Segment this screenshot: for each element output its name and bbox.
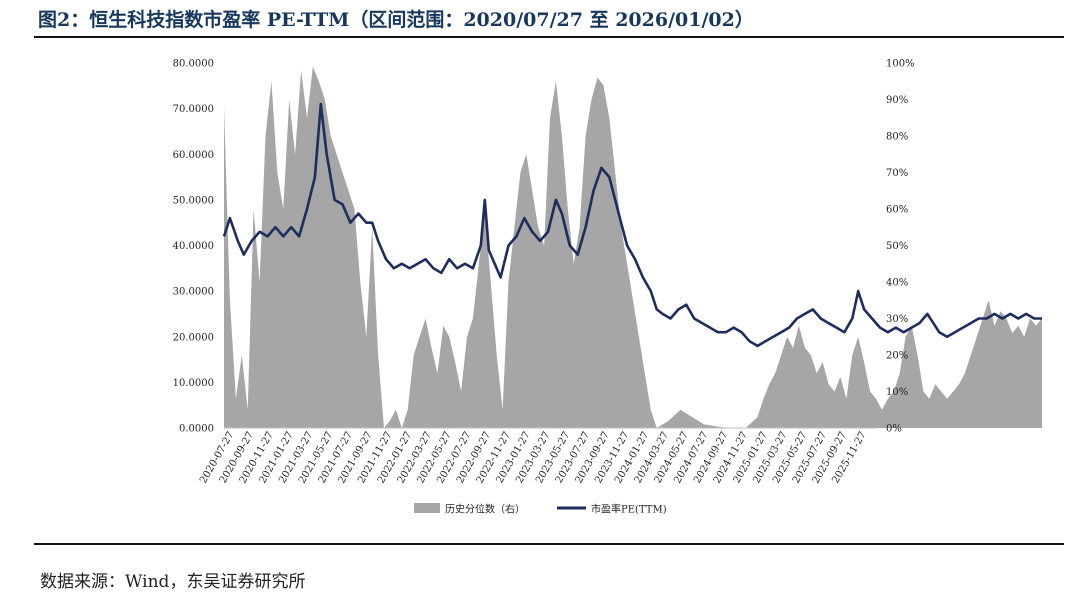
right-tick-label: 30% (886, 314, 908, 325)
figure-title: 图2：恒生科技指数市盈率 PE-TTM（区间范围：2020/07/27 至 20… (38, 9, 754, 31)
left-tick-label: 30.0000 (173, 287, 214, 298)
footer-rule (34, 543, 1064, 545)
left-tick-label: 0.0000 (179, 424, 214, 435)
percentile-area (224, 66, 1042, 428)
right-tick-label: 60% (886, 205, 908, 216)
left-tick-label: 60.0000 (173, 150, 214, 161)
legend-swatch-percentile (414, 503, 440, 513)
right-tick-label: 80% (886, 132, 908, 143)
title-rule (34, 36, 1064, 38)
right-tick-label: 20% (886, 351, 908, 362)
pe-line-layer (222, 102, 1042, 348)
left-tick-label: 80.0000 (173, 59, 214, 70)
left-tick-label: 10.0000 (173, 378, 214, 389)
right-tick-label: 50% (886, 241, 908, 252)
data-source: 数据来源：Wind，东吴证券研究所 (40, 572, 306, 592)
left-tick-label: 20.0000 (173, 332, 214, 343)
right-tick-label: 10% (886, 387, 908, 398)
percentile-area-layer (224, 66, 1042, 428)
left-tick-label: 50.0000 (173, 195, 214, 206)
right-tick-label: 40% (886, 278, 908, 289)
right-tick-label: 0% (886, 424, 902, 435)
left-tick-label: 70.0000 (173, 104, 214, 115)
right-tick-label: 90% (886, 95, 908, 106)
pe-ttm-line (222, 102, 1042, 348)
left-tick-label: 40.0000 (173, 241, 214, 252)
right-tick-label: 70% (886, 168, 908, 179)
legend: 历史分位数（右） 市盈率PE(TTM) (414, 503, 667, 516)
legend-label-percentile: 历史分位数（右） (445, 503, 525, 516)
right-tick-label: 100% (886, 59, 915, 70)
legend-label-pe: 市盈率PE(TTM) (591, 503, 667, 516)
